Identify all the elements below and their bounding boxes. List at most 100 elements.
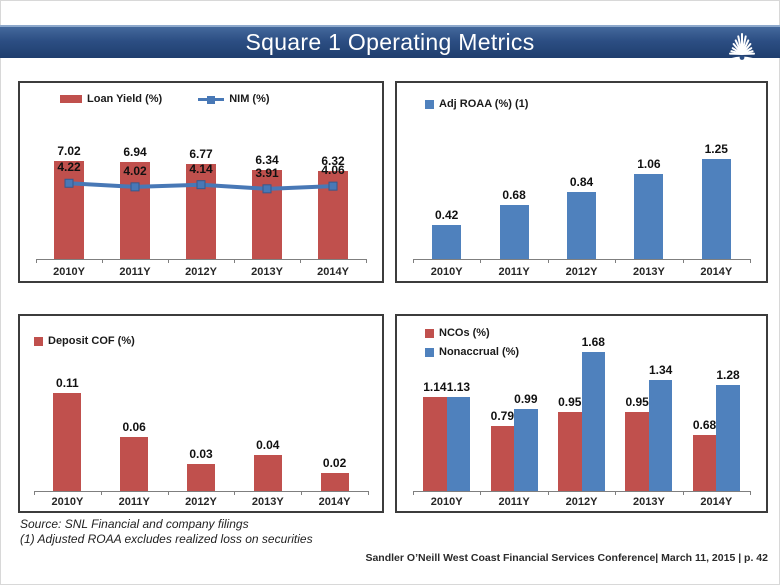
bar-value-label: 6.32 bbox=[321, 153, 345, 168]
legend-label: Adj ROAA (%) (1) bbox=[439, 98, 529, 110]
bar-value-label: 0.68 bbox=[502, 187, 526, 202]
x-axis-label: 2013Y bbox=[251, 266, 283, 278]
chart-panel-loan-yield-nim: Loan Yield (%) NIM (%) 7.02 6.94 6.77 6.34 6.3… bbox=[18, 81, 384, 283]
axis-tick bbox=[547, 491, 549, 495]
line-marker bbox=[64, 178, 74, 188]
legend: NCOs (%) Nonaccrual (%) bbox=[425, 327, 519, 358]
bar-value-label: 0.99 bbox=[514, 392, 538, 407]
axis-tick bbox=[682, 491, 684, 495]
axis-tick bbox=[102, 259, 103, 263]
starburst-logo-icon bbox=[718, 33, 766, 64]
bar bbox=[625, 412, 649, 491]
bar-value-label: 0.84 bbox=[569, 174, 594, 189]
legend-label: Nonaccrual (%) bbox=[439, 346, 520, 358]
axis-tick bbox=[750, 491, 751, 495]
bar bbox=[53, 392, 82, 491]
axis-tick bbox=[547, 259, 549, 263]
chart-panel-adj-roaa: Adj ROAA (%) (1) 0.42 0.68 0.84 1.06 1.25 2010… bbox=[395, 81, 768, 283]
x-axis-label: 2010Y bbox=[430, 496, 463, 508]
x-axis-label: 2014Y bbox=[700, 266, 733, 278]
x-axis-labels: 2010Y 2011Y 2012Y 2013Y 2014Y bbox=[413, 266, 750, 278]
series-swatch-icon bbox=[60, 95, 82, 103]
plot-area: 0.11 0.06 0.03 0.04 0.02 bbox=[34, 366, 369, 495]
legend-label: Deposit COF (%) bbox=[48, 335, 135, 347]
legend-label: Loan Yield (%) bbox=[87, 93, 163, 105]
legend-item: NIM (%) bbox=[198, 93, 270, 105]
bar-value-label: 6.94 bbox=[123, 144, 147, 159]
bar-value-label: 0.42 bbox=[435, 208, 459, 223]
bar bbox=[514, 409, 538, 491]
series-swatch-icon bbox=[34, 336, 43, 346]
bar-value-label: 0.95 bbox=[625, 395, 649, 410]
line-value-label: 4.14 bbox=[189, 161, 213, 176]
bar bbox=[558, 412, 582, 491]
axis-tick bbox=[368, 491, 369, 495]
x-axis-label: 2012Y bbox=[185, 266, 217, 278]
line-marker bbox=[328, 181, 338, 191]
bar bbox=[692, 434, 717, 491]
line-marker-swatch-icon bbox=[198, 95, 225, 104]
bar-value-label: 0.79 bbox=[490, 408, 515, 423]
x-axis-label: 2012Y bbox=[565, 266, 598, 278]
bar bbox=[716, 385, 740, 491]
x-axis-labels: 2010Y 2011Y 2012Y 2013Y 2014Y bbox=[34, 496, 368, 508]
axis-tick bbox=[366, 259, 367, 263]
legend-label: NIM (%) bbox=[229, 93, 270, 105]
x-axis-label: 2011Y bbox=[118, 496, 150, 508]
x-axis-label: 2014Y bbox=[700, 496, 733, 508]
axis-tick bbox=[36, 259, 37, 263]
bar-value-label: 6.34 bbox=[255, 153, 279, 168]
plot-area: 1.14 1.13 0.79 0.99 0.95 1.68 0.95 1.34 0.68 1.28 bbox=[413, 335, 751, 495]
bar bbox=[648, 380, 673, 491]
axis-tick bbox=[167, 491, 169, 495]
line-marker bbox=[196, 180, 206, 190]
bar bbox=[120, 437, 149, 491]
legend-item: Nonaccrual (%) bbox=[425, 346, 519, 358]
bar-value-label: 1.34 bbox=[648, 363, 673, 378]
axis-tick bbox=[413, 259, 414, 263]
bar-value-label: 0.04 bbox=[256, 438, 280, 453]
bar-value-label: 1.13 bbox=[446, 380, 471, 395]
line-series bbox=[64, 178, 338, 194]
series-swatch-icon bbox=[425, 99, 434, 109]
line-value-label: 4.06 bbox=[321, 163, 345, 178]
source-note: Source: SNL Financial and company filing… bbox=[20, 517, 313, 547]
bar-value-label: 1.28 bbox=[716, 368, 740, 383]
axis-tick bbox=[413, 491, 414, 495]
axis-tick bbox=[234, 259, 235, 263]
legend-item: Adj ROAA (%) (1) bbox=[425, 98, 528, 110]
bar bbox=[701, 159, 731, 259]
x-axis-labels: 2010Y 2011Y 2012Y 2013Y 2014Y bbox=[36, 266, 366, 278]
axis-tick bbox=[480, 259, 482, 263]
line-value-label: 4.02 bbox=[123, 163, 147, 178]
axis-tick bbox=[750, 259, 751, 263]
bar bbox=[567, 191, 596, 259]
x-axis-label: 2013Y bbox=[633, 496, 665, 508]
bar-value-label: 1.68 bbox=[581, 334, 605, 349]
axis-tick bbox=[615, 259, 617, 263]
chart-panel-ncos-nonaccrual: NCOs (%) Nonaccrual (%) 1.14 1.13 0.79 0.99 0.… bbox=[395, 314, 768, 513]
bar-value-label: 0.95 bbox=[558, 395, 582, 410]
bar-value-label: 0.03 bbox=[189, 447, 213, 462]
line-marker bbox=[130, 182, 140, 192]
bar bbox=[490, 425, 515, 491]
bar-value-label: 0.11 bbox=[56, 375, 79, 390]
bar-value-label: 1.14 bbox=[423, 379, 447, 394]
x-axis-label: 2010Y bbox=[53, 266, 85, 278]
x-axis-label: 2013Y bbox=[633, 266, 665, 278]
chart-panel-deposit-cof: Deposit COF (%) 0.11 0.06 0.03 0.04 0.02 2010Y… bbox=[18, 314, 384, 513]
conference-footer: Sandler O’Neill West Coast Financial Ser… bbox=[365, 552, 768, 564]
axis-tick bbox=[301, 491, 303, 495]
bar-value-label: 1.06 bbox=[637, 157, 661, 172]
legend: Deposit COF (%) bbox=[34, 335, 135, 347]
x-axis-label: 2012Y bbox=[185, 496, 217, 508]
bar bbox=[499, 204, 529, 259]
bar bbox=[54, 160, 84, 259]
legend-item: Deposit COF (%) bbox=[34, 335, 135, 347]
legend: Loan Yield (%) NIM (%) bbox=[60, 93, 270, 105]
bar bbox=[581, 351, 605, 491]
x-axis-labels: 2010Y 2011Y 2012Y 2013Y 2014Y bbox=[413, 496, 750, 508]
bar bbox=[634, 174, 664, 259]
title-bar: Square 1 Operating Metrics bbox=[0, 25, 780, 64]
x-axis-label: 2011Y bbox=[119, 266, 151, 278]
